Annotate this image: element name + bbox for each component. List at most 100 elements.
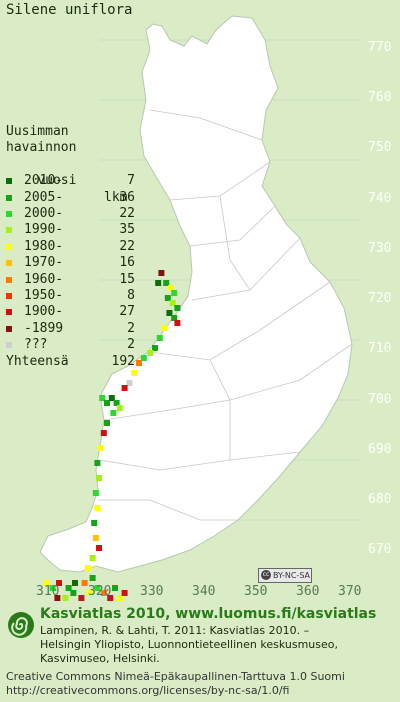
occurrence-point [121, 590, 128, 596]
occurrence-point [99, 395, 106, 401]
y-tick-label: 760 [368, 90, 392, 105]
occurrence-point [116, 595, 123, 601]
cc-license-badge[interactable]: cc BY-NC-SA [258, 568, 312, 583]
legend-swatch [6, 276, 12, 283]
occurrence-point [43, 580, 50, 586]
occurrence-point [116, 405, 123, 411]
legend: Uusimman havainnon vuosi lkm 2010- 7 2005-… [6, 124, 135, 370]
y-tick-label: 740 [368, 191, 392, 206]
legend-swatch [6, 194, 12, 201]
occurrence-point [168, 285, 174, 291]
brand-link[interactable]: Kasviatlas 2010, www.luomus.fi/kasviatla… [40, 606, 377, 622]
citation-line: Helsingin Yliopisto, Luonnontieteellinen… [40, 638, 338, 651]
species-title: Silene uniflora [6, 2, 133, 18]
occurrence-point [163, 280, 170, 286]
legend-swatch [6, 210, 12, 217]
occurrence-point [126, 380, 133, 386]
occurrence-point [49, 585, 56, 591]
legend-row: 1980- 22 [6, 239, 135, 255]
license-name: Creative Commons Nimeä-Epäkaupallinen-Ta… [6, 670, 345, 683]
legend-row: 1970- 16 [6, 255, 135, 271]
occurrence-point [174, 305, 181, 311]
occurrence-point [171, 290, 178, 296]
legend-label: 2010- [24, 173, 64, 189]
legend-count: 36 [119, 189, 135, 205]
legend-total-label: Yhteensä [6, 353, 69, 369]
occurrence-point [104, 400, 110, 406]
legend-label: 1950- [24, 287, 64, 303]
legend-swatch [6, 325, 12, 332]
legend-row: 1950- 8 [6, 287, 135, 304]
occurrence-point [171, 315, 178, 321]
occurrence-point [97, 445, 104, 451]
x-tick-label: 330 [140, 584, 164, 599]
occurrence-point [56, 580, 62, 586]
legend-label: ??? [24, 337, 48, 353]
legend-row: -1899 2 [6, 321, 135, 337]
occurrence-point [140, 355, 147, 361]
occurrence-point [94, 460, 101, 466]
y-tick-label: 700 [368, 392, 392, 407]
occurrence-point [89, 575, 96, 581]
legend-swatch [6, 243, 12, 250]
y-tick-label: 690 [368, 442, 392, 457]
legend-swatch [6, 342, 12, 349]
occurrence-point [86, 590, 93, 596]
legend-row: 1900- 27 [6, 304, 135, 320]
legend-row: 2000- 22 [6, 205, 135, 222]
legend-row: 1960- 15 [6, 272, 135, 288]
y-tick-label: 710 [368, 341, 392, 356]
occurrence-point [91, 520, 98, 526]
occurrence-points [43, 270, 181, 601]
occurrence-point [166, 310, 173, 316]
occurrence-point [100, 590, 107, 596]
y-tick-label: 680 [368, 492, 392, 507]
legend-count-header: lkm [104, 189, 128, 205]
occurrence-point [164, 295, 171, 301]
occurrence-point [147, 350, 154, 356]
legend-count: 27 [119, 304, 135, 320]
occurrence-point [155, 280, 162, 286]
legend-label: 1970- [24, 255, 64, 271]
legend-row: 1990- 35 [6, 222, 135, 238]
occurrence-point [96, 545, 102, 551]
cc-icon: cc [261, 570, 271, 580]
legend-count: 16 [119, 255, 135, 271]
legend-count: 2 [127, 320, 135, 336]
occurrence-point [70, 590, 77, 596]
distribution-map [39, 15, 360, 601]
legend-total-row: Yhteensä 192 [6, 353, 135, 370]
legend-header-line-3: vuosi [37, 173, 77, 189]
legend-label: 1900- [24, 304, 64, 320]
y-tick-label: 730 [368, 241, 392, 256]
occurrence-point [94, 585, 101, 591]
legend-swatch [6, 227, 12, 234]
occurrence-point [161, 325, 168, 331]
occurrence-point [152, 345, 158, 351]
region-borders [98, 109, 353, 521]
occurrence-point [104, 420, 110, 426]
license-url[interactable]: http://creativecommons.org/licenses/by-n… [6, 684, 290, 697]
license-text: Creative Commons Nimeä-Epäkaupallinen-Ta… [6, 670, 345, 698]
legend-header-line-2: havainnon [6, 140, 77, 156]
legend-row: ??? 2 [6, 337, 135, 353]
legend-swatch [6, 292, 12, 299]
occurrence-point [169, 300, 176, 306]
occurrence-point [113, 400, 120, 406]
occurrence-point [158, 270, 165, 276]
citation-line: Lampinen, R. & Lahti, T. 2011: Kasviatla… [40, 624, 310, 637]
legend-count: 7 [127, 173, 135, 189]
citation-line: Kasvimuseo, Helsinki. [40, 652, 160, 665]
legend-label: 1990- [24, 222, 64, 238]
x-tick-label: 340 [192, 584, 216, 599]
legend-count: 35 [119, 222, 135, 238]
legend-label: 2000- [24, 205, 64, 221]
occurrence-point [94, 505, 101, 511]
occurrence-point [100, 430, 107, 436]
occurrence-point [96, 475, 102, 481]
legend-swatch [6, 309, 12, 316]
y-tick-label: 720 [368, 291, 392, 306]
occurrence-point [107, 595, 114, 601]
legend-header-row: vuosi lkm [6, 157, 127, 204]
kasviatlas-logo-icon [8, 612, 34, 638]
